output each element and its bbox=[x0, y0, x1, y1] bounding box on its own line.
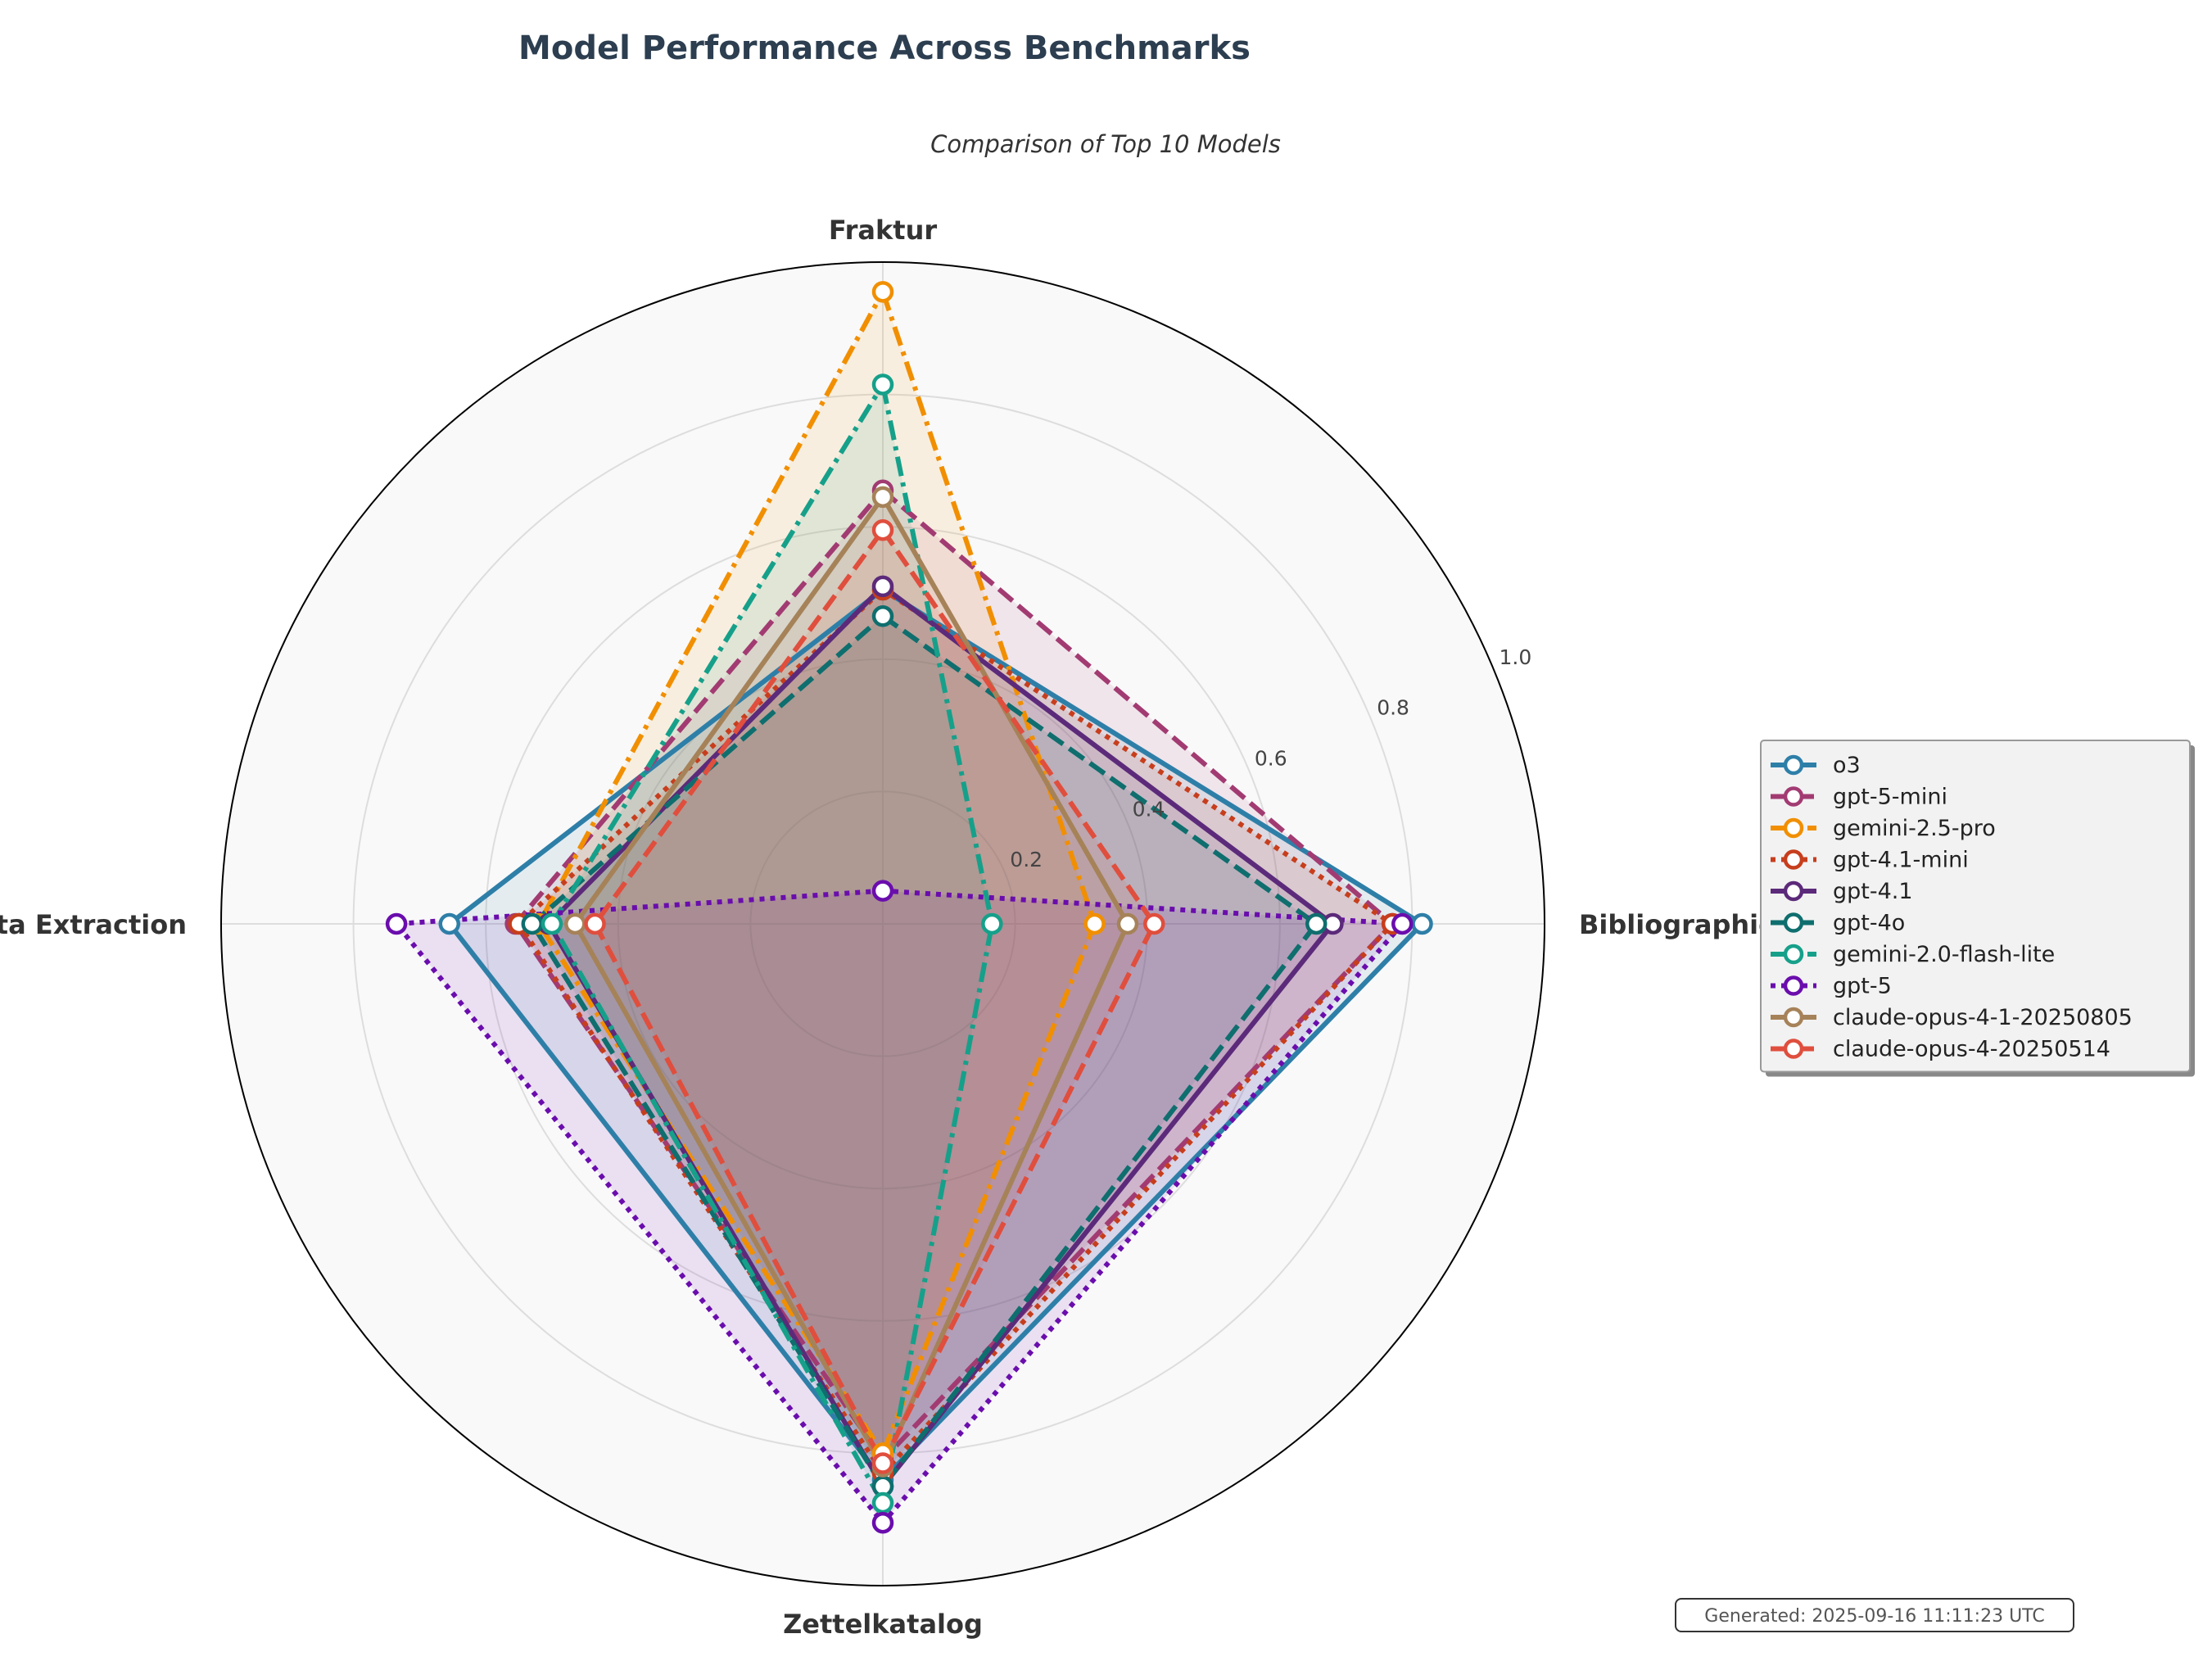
legend-marker-gpt-4-1-mini bbox=[1783, 849, 1804, 870]
legend-label-o3: o3 bbox=[1833, 753, 1861, 778]
legend-marker-gpt-4o bbox=[1783, 912, 1804, 933]
legend-label-gpt-4o: gpt-4o bbox=[1833, 911, 1905, 936]
data-point-o3 bbox=[438, 912, 461, 935]
series-fill-gemini-2-5-pro bbox=[538, 292, 1095, 1454]
data-point-gpt-5 bbox=[871, 1511, 894, 1534]
data-point-gpt-4o bbox=[521, 912, 544, 935]
series-fill-gemini-2-0-flash-lite bbox=[552, 384, 993, 1504]
legend-label-gpt-5-mini: gpt-5-mini bbox=[1833, 785, 1947, 810]
axis-label-fraktur: Fraktur bbox=[829, 215, 938, 246]
generated-timestamp-box: Generated: 2025-09-16 11:11:23 UTC bbox=[1675, 1598, 2074, 1632]
generated-timestamp: Generated: 2025-09-16 11:11:23 UTC bbox=[1704, 1606, 2044, 1627]
data-point-gpt-5 bbox=[1391, 912, 1414, 935]
data-point-claude-opus-4-20250514 bbox=[584, 912, 606, 935]
legend-marker-claude-opus-4-1-20250805 bbox=[1783, 1007, 1804, 1028]
series-line-gpt-4-1-mini bbox=[516, 586, 1396, 1476]
data-point-gpt-4o bbox=[1305, 912, 1328, 935]
legend-label-claude-opus-4-20250514: claude-opus-4-20250514 bbox=[1833, 1037, 2110, 1062]
plot-frame bbox=[220, 261, 1545, 1586]
data-point-claude-opus-4-1-20250805 bbox=[871, 486, 894, 509]
legend-marker-o3 bbox=[1783, 754, 1804, 776]
series-line-gemini-2-0-flash-lite bbox=[550, 382, 995, 1505]
data-point-gemini-2-5-pro bbox=[1083, 912, 1106, 935]
legend-box bbox=[1760, 740, 2191, 1073]
data-point-gemini-2-5-pro bbox=[871, 281, 894, 303]
data-point-gemini-2-0-flash-lite bbox=[871, 373, 894, 396]
data-point-gpt-5 bbox=[871, 880, 894, 902]
axis-label-metadata-extraction: Metadata Extraction bbox=[0, 909, 187, 940]
axis-label-zettelkatalog: Zettelkatalog bbox=[783, 1609, 983, 1640]
radial-tick-label: 0.6 bbox=[1255, 746, 1287, 770]
radial-tick-label: 0.8 bbox=[1377, 696, 1409, 720]
series-fill-claude-opus-4-20250514 bbox=[595, 530, 1155, 1464]
legend-marker-gpt-4-1 bbox=[1783, 880, 1804, 902]
chart-title: Model Performance Across Benchmarks bbox=[518, 29, 1251, 67]
series-fill-gpt-4-1 bbox=[548, 586, 1333, 1487]
legend-marker-gpt-5 bbox=[1783, 975, 1804, 996]
legend-label-gpt-5: gpt-5 bbox=[1833, 974, 1892, 999]
data-point-gemini-2-0-flash-lite bbox=[981, 912, 1003, 935]
series-fill-o3 bbox=[449, 589, 1423, 1480]
data-point-gpt-4o bbox=[871, 605, 894, 627]
data-point-claude-opus-4-20250514 bbox=[871, 1452, 894, 1474]
legend-label-gpt-4-1: gpt-4.1 bbox=[1833, 879, 1913, 904]
radial-tick-label: 0.2 bbox=[1010, 848, 1043, 871]
radial-tick-label: 0.4 bbox=[1133, 797, 1165, 821]
data-point-claude-opus-4-1-20250805 bbox=[564, 912, 586, 935]
data-point-claude-opus-4-1-20250805 bbox=[1116, 912, 1139, 935]
legend-label-gemini-2-0-flash-lite: gemini-2.0-flash-lite bbox=[1833, 942, 2055, 967]
legend: o3 gpt-5-mini gemini-2.5-pro gpt-4.1-mini gp… bbox=[1760, 740, 2195, 1077]
legend-marker-gemini-2-0-flash-lite bbox=[1783, 944, 1804, 965]
data-point-gpt-4-1 bbox=[871, 575, 894, 598]
chart-subtitle: Comparison of Top 10 Models bbox=[930, 130, 1281, 158]
legend-marker-gpt-5-mini bbox=[1783, 786, 1804, 807]
series-line-gemini-2-5-pro bbox=[536, 289, 1097, 1456]
legend-marker-claude-opus-4-20250514 bbox=[1783, 1039, 1804, 1059]
series-fill-gpt-4o bbox=[532, 616, 1317, 1487]
data-point-claude-opus-4-20250514 bbox=[1143, 912, 1165, 935]
radial-tick-label: 1.0 bbox=[1499, 645, 1531, 669]
data-point-o3 bbox=[1411, 912, 1433, 935]
data-point-claude-opus-4-20250514 bbox=[871, 518, 894, 541]
data-point-gemini-2-0-flash-lite bbox=[541, 912, 563, 935]
legend-label-gpt-4-1-mini: gpt-4.1-mini bbox=[1833, 848, 1969, 873]
legend-marker-gemini-2-5-pro bbox=[1783, 817, 1804, 839]
data-point-gpt-5 bbox=[385, 912, 408, 935]
data-point-gemini-2-0-flash-lite bbox=[871, 1491, 894, 1514]
legend-label-claude-opus-4-1-20250805: claude-opus-4-1-20250805 bbox=[1833, 1005, 2133, 1030]
legend-label-gemini-2-5-pro: gemini-2.5-pro bbox=[1833, 816, 1996, 841]
